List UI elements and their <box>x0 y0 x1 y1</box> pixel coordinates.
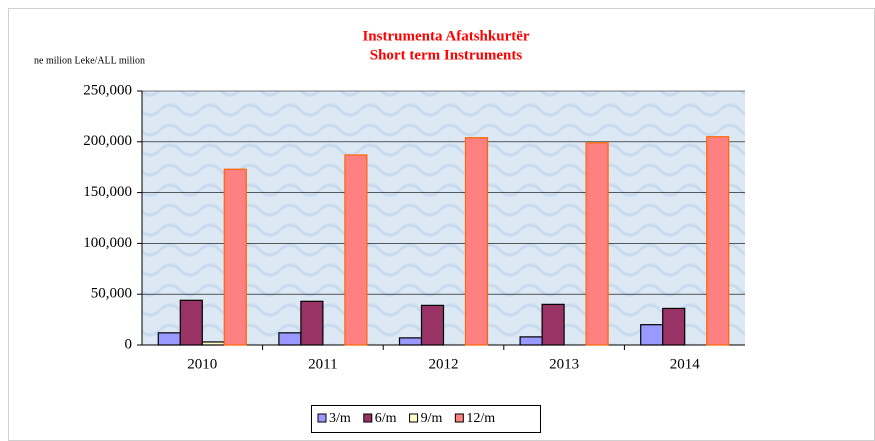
y-tick-label: 150,000 <box>83 184 132 200</box>
x-tick-label: 2014 <box>670 356 701 372</box>
bar <box>398 337 423 346</box>
y-tick-label: 250,000 <box>83 82 132 98</box>
bar <box>157 332 181 346</box>
bar <box>706 136 730 346</box>
legend <box>311 405 541 433</box>
legend-label: 12/m <box>466 411 495 426</box>
bar <box>223 168 247 346</box>
bar <box>541 303 565 346</box>
legend-label: 3/m <box>329 411 351 426</box>
bar <box>640 324 664 346</box>
chart-subtitle: Short term Instruments <box>370 47 523 63</box>
bar <box>464 137 489 346</box>
bar <box>278 332 302 346</box>
legend-label: 9/m <box>421 411 443 426</box>
chart-title: Instrumenta Afatshkurtër <box>362 28 529 44</box>
y-tick-label: 200,000 <box>83 133 132 149</box>
x-tick-label: 2011 <box>308 356 337 372</box>
legend-swatch <box>317 413 327 423</box>
legend-label: 6/m <box>375 411 397 426</box>
y-tick-label: 100,000 <box>83 235 132 251</box>
x-tick-label: 2012 <box>429 356 459 372</box>
bar <box>662 307 686 346</box>
bar <box>344 154 368 346</box>
legend-swatch <box>454 413 464 423</box>
legend-swatch <box>363 413 373 423</box>
legend-swatch <box>409 413 419 423</box>
bar <box>519 336 543 346</box>
bar <box>585 142 609 346</box>
x-tick-label: 2010 <box>187 356 217 372</box>
bar <box>420 304 445 346</box>
bar <box>179 299 203 346</box>
bar <box>300 300 324 346</box>
y-tick-label: 50,000 <box>91 286 132 302</box>
y-axis-label: ne milion Leke/ALL milion <box>34 55 145 66</box>
x-tick-label: 2013 <box>549 356 579 372</box>
y-tick-label: 0 <box>125 336 133 352</box>
bar <box>201 341 225 346</box>
